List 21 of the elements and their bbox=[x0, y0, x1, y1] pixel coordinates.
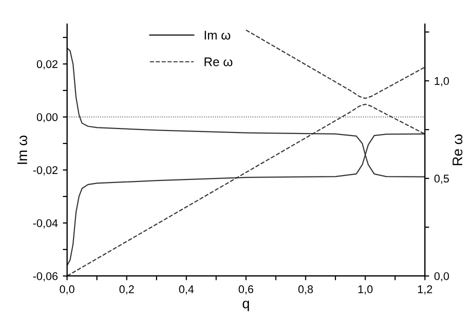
y2-tick-label: 0,0 bbox=[434, 272, 449, 282]
line-series bbox=[245, 30, 425, 99]
y-axis-title: Im ω bbox=[18, 136, 28, 164]
y-tick-label: 0,00 bbox=[36, 113, 58, 122]
legend-label: Im ω bbox=[204, 30, 230, 40]
y2-tick-label: 1,0 bbox=[434, 77, 449, 86]
y-tick-label: -0,06 bbox=[33, 272, 58, 282]
y-tick-label: -0,04 bbox=[33, 219, 58, 228]
x-tick-label: 0,6 bbox=[238, 285, 254, 294]
legend-label: Re ω bbox=[204, 58, 232, 66]
y-tick-label: -0,02 bbox=[33, 166, 58, 176]
x-tick-label: 1,0 bbox=[358, 285, 373, 294]
y2-tick-label: 0,5 bbox=[434, 174, 449, 184]
x-tick-label: 1,2 bbox=[418, 285, 432, 294]
x-tick-label: 0,4 bbox=[179, 285, 194, 294]
x-tick-label: 0,2 bbox=[119, 285, 134, 294]
x-tick-label: 0,0 bbox=[60, 285, 74, 294]
x-axis-title: q bbox=[242, 300, 249, 312]
y2-axis-title: Re ω bbox=[452, 134, 462, 166]
x-tick-label: 0,8 bbox=[298, 285, 313, 294]
y-tick-label: 0,02 bbox=[36, 60, 58, 70]
